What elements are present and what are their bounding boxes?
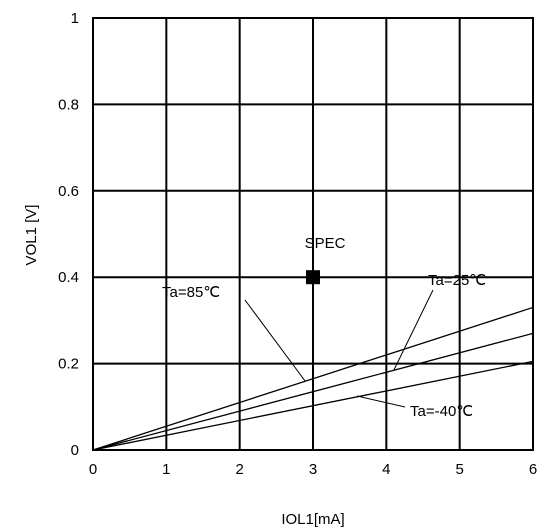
y-tick-label: 0.6 <box>58 183 79 200</box>
series-line <box>92 306 534 451</box>
series-line <box>92 332 534 451</box>
series-line <box>92 360 534 451</box>
x-tick-label: 6 <box>529 461 537 478</box>
series-annotation: Ta=85℃ <box>162 284 220 301</box>
series-annotation: Ta=-40℃ <box>410 403 473 420</box>
annotations: SPEC Ta=85℃ Ta=25℃ Ta=-40℃ <box>162 235 486 420</box>
x-tick-label: 3 <box>309 461 317 478</box>
tick-labels: 0 1 2 3 4 5 6 0 0.2 0.4 0.6 0.8 1 <box>58 10 537 478</box>
y-tick-label: 1 <box>71 10 79 27</box>
x-tick-label: 5 <box>455 461 463 478</box>
x-tick-label: 2 <box>235 461 243 478</box>
series-annotation: Ta=25℃ <box>428 272 486 289</box>
x-tick-label: 0 <box>89 461 97 478</box>
y-tick-label: 0.4 <box>58 269 79 286</box>
grid <box>92 17 534 451</box>
series-lines <box>92 306 534 451</box>
x-tick-label: 1 <box>162 461 170 478</box>
leader-line <box>244 299 307 383</box>
x-axis-label: IOL1[mA] <box>281 511 344 528</box>
plot-frame <box>92 17 534 451</box>
spec-label: SPEC <box>305 235 346 252</box>
y-tick-label: 0 <box>71 442 79 459</box>
x-tick-label: 4 <box>382 461 390 478</box>
leader-line <box>393 289 434 371</box>
y-tick-label: 0.2 <box>58 356 79 373</box>
y-tick-label: 0.8 <box>58 96 79 113</box>
leader-line <box>356 395 406 408</box>
y-axis-label: VOL1 [V] <box>23 205 40 266</box>
spec-marker <box>306 270 320 285</box>
